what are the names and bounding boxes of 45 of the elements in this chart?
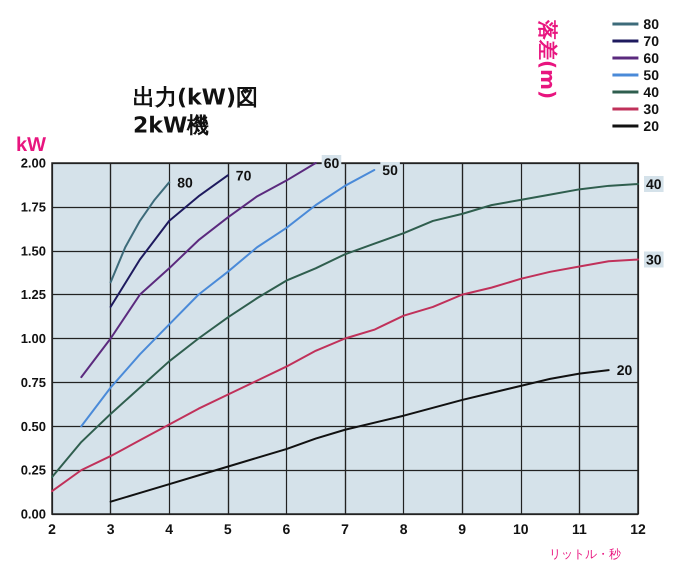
- y-tick-label: 0.75: [20, 374, 46, 390]
- y-tick-label: 1.25: [20, 287, 46, 302]
- x-axis-title: リットル・秒: [549, 547, 621, 561]
- y-tick-label: 1.75: [20, 199, 46, 214]
- legend-label: 80: [643, 16, 660, 32]
- y-tick-label: 1.00: [20, 331, 46, 346]
- text: 20: [616, 362, 632, 378]
- x-tick-label: 11: [572, 521, 588, 537]
- x-tick-label: 2: [48, 521, 56, 537]
- line-series: [110, 369, 610, 503]
- y-tick-label: 1.50: [20, 243, 46, 258]
- line-series: [110, 174, 229, 308]
- text: 70: [236, 167, 252, 184]
- line-series: [80, 162, 317, 378]
- legend-label: 50: [643, 67, 660, 83]
- x-tick-label: 12: [630, 521, 646, 537]
- chart-subtitle: 2kW機: [133, 114, 210, 138]
- line-series: [80, 169, 376, 428]
- y-tick-label: 2.00: [20, 156, 46, 170]
- legend-label: 30: [643, 101, 660, 117]
- x-tick-label: 3: [106, 521, 115, 537]
- text: 50: [382, 162, 398, 178]
- x-tick-label: 5: [224, 521, 232, 537]
- legend-label: 60: [643, 50, 660, 66]
- legend-label: 20: [643, 118, 660, 134]
- text: 40: [646, 176, 662, 192]
- x-tick-label: 6: [282, 521, 290, 537]
- legend-label: 70: [643, 33, 660, 49]
- y-tick-label: 0.50: [20, 418, 46, 434]
- legend-label: 40: [643, 84, 660, 100]
- legend-title: 落差(m): [536, 19, 560, 100]
- x-tick-label: 8: [400, 521, 408, 537]
- text: 80: [177, 174, 193, 190]
- y-tick-label: 0.00: [20, 506, 46, 522]
- text: 30: [646, 252, 662, 268]
- line-series: [110, 181, 170, 284]
- text: 60: [324, 155, 340, 171]
- y-tick-label: 0.25: [20, 462, 46, 478]
- x-tick-label: 7: [341, 521, 350, 537]
- y-axis-title: kW: [16, 134, 46, 156]
- x-tick-label: 9: [458, 521, 466, 537]
- chart-title: 出力(kW)図: [133, 86, 258, 110]
- x-tick-label: 4: [165, 521, 174, 537]
- line-series: [51, 258, 639, 492]
- x-tick-label: 10: [513, 521, 529, 537]
